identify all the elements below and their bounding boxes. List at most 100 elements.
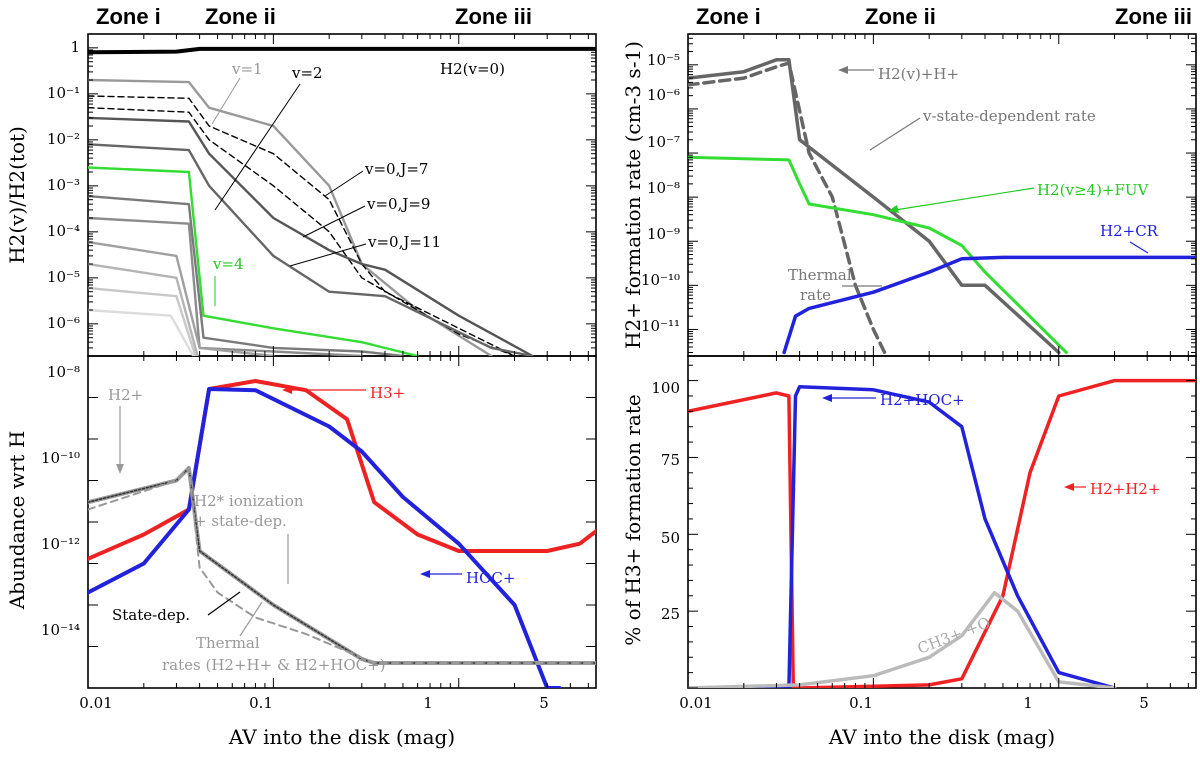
arrowhead-h3p	[282, 386, 292, 394]
l-xtick-1: 0.1	[249, 694, 273, 712]
arrowhead-h2p	[116, 464, 124, 474]
rb-ytick-3: 25	[661, 605, 680, 623]
arrowhead-fuv	[888, 205, 899, 213]
lt-ytick-0: 1	[70, 38, 80, 56]
pointer-fuv	[894, 187, 1035, 211]
panel-3-series	[688, 378, 1196, 688]
r-xtick-1: 0.1	[849, 694, 873, 712]
arrowhead-hoc	[822, 394, 832, 402]
series-h2-h2-	[688, 378, 1196, 688]
right-zone-iii-label: Zone iii	[1115, 4, 1192, 29]
series-v-2	[88, 116, 534, 356]
tick-layer	[87, 33, 1196, 689]
series-v-10	[88, 308, 195, 356]
r-xtick-0: 0.01	[679, 694, 712, 712]
label-thermal-rate-2: rate	[800, 286, 831, 304]
lt-ytick-4: 10⁻⁴	[47, 222, 80, 240]
series-thermal-rate	[688, 61, 887, 355]
lt-ytick-2: 10⁻²	[47, 130, 80, 148]
lb-ytick-3: 10⁻¹⁴	[41, 621, 80, 639]
series-layer	[88, 46, 1196, 688]
label-thermal-rate-1: Thermal	[788, 266, 852, 284]
label-v4: v=4	[212, 255, 244, 273]
lt-ytick-5: 10⁻⁵	[47, 268, 80, 286]
label-h2v-hp: H2(v)+H+	[878, 65, 959, 83]
pointer-cr	[1129, 241, 1149, 254]
panel-0-series	[88, 46, 596, 356]
arrowhead-h2v-hp	[838, 66, 848, 74]
label-ch3: CH3+ +O	[915, 614, 993, 658]
r-xtick-3: 5	[1139, 694, 1149, 712]
label-statedep: State-dep.	[112, 606, 190, 624]
series-v-9	[88, 286, 197, 356]
pointer-statedep	[207, 591, 241, 616]
label-ion-2: + state-dep.	[194, 512, 287, 530]
l-xtick-2: 1	[423, 694, 433, 712]
rt-ytick-4: 10⁻⁹	[647, 225, 680, 243]
series-h2-hoc-	[688, 384, 1117, 688]
rt-ytick-1: 10⁻⁶	[647, 86, 680, 104]
lt-ytick-6: 10⁻⁶	[47, 314, 80, 332]
label-j9: v=0,J=9	[366, 195, 430, 213]
rt-ytick-0: 10⁻⁵	[647, 51, 680, 69]
label-j11: v=0,J=11	[367, 233, 441, 251]
rb-ytick-1: 75	[661, 451, 680, 469]
series-h2-state-dep-	[88, 467, 596, 664]
pointer-j9	[302, 205, 366, 238]
series-h2-v-h-	[688, 58, 1061, 355]
l-xtick-0: 0.01	[79, 694, 112, 712]
lb-ytick-1: 10⁻¹⁰	[41, 449, 80, 467]
right-bottom-frame	[687, 355, 1197, 689]
arrowhead-hocp	[420, 570, 430, 578]
label-hoc: H2+HOC+	[880, 391, 965, 409]
label-fuv: H2(v≥4)+FUV	[1037, 181, 1150, 199]
left-zone-i-label: Zone i	[96, 4, 161, 29]
series-v-0	[88, 46, 596, 55]
label-v1: v=1	[231, 60, 263, 78]
right-xlabel: AV into the disk (mag)	[828, 725, 1055, 749]
series-hoc-	[88, 387, 563, 688]
series-h3-	[88, 379, 596, 561]
left-bottom-ylabel: Abundance wrt H	[5, 431, 29, 611]
pointer-j11	[289, 243, 367, 267]
left-top-ylabel: H2(v)/H2(tot)	[5, 126, 29, 264]
arrowhead-h2h2p	[1064, 483, 1074, 491]
label-h3p: H3+	[370, 384, 405, 402]
series-thermal-rates	[88, 467, 596, 664]
right-top-ylabel: H2+ formation rate (cm-3 s-1)	[621, 41, 645, 349]
series-h2-	[88, 466, 596, 665]
rt-ytick-5: 10⁻¹⁰	[641, 271, 680, 289]
series-v-0-j-7	[88, 95, 516, 356]
right-zone-i-label: Zone i	[696, 4, 761, 29]
label-thermal-1: Thermal	[196, 634, 260, 652]
right-bottom-ylabel: % of H3+ formation rate	[621, 394, 645, 645]
pointer-v2	[214, 83, 301, 211]
rb-ytick-2: 50	[661, 529, 680, 547]
pointer-thermal	[239, 601, 263, 637]
rt-ytick-6: 10⁻¹¹	[641, 317, 680, 335]
series-v-1	[88, 78, 493, 356]
label-vstate: v-state-dependent rate	[922, 107, 1096, 125]
label-h2p: H2+	[108, 386, 143, 404]
series-v-0-j-9	[88, 106, 516, 356]
series-v-4	[88, 166, 419, 356]
label-thermal-2: rates (H2+H+ & H2+HOC+)	[162, 656, 386, 674]
left-xlabel: AV into the disk (mag)	[228, 725, 455, 749]
series-v-5	[88, 194, 405, 356]
label-v2: v=2	[291, 64, 323, 82]
left-zone-ii-label: Zone ii	[205, 4, 276, 29]
lb-ytick-0: 10⁻⁸	[47, 363, 80, 381]
rb-ytick-0: 100	[651, 379, 680, 397]
right-zone-ii-label: Zone ii	[865, 4, 936, 29]
label-h2h2p: H2+H2+	[1090, 480, 1160, 498]
label-ion-1: H2* ionization	[194, 492, 304, 510]
r-xtick-2: 1	[1023, 694, 1033, 712]
series-v-7	[88, 240, 275, 356]
pointer-v1	[211, 77, 241, 125]
lt-ytick-3: 10⁻³	[47, 176, 80, 194]
left-zone-iii-label: Zone iii	[455, 4, 532, 29]
label-h2-v0: H2(v=0)	[440, 60, 505, 78]
series-h2-v-4-fuv	[688, 155, 1068, 354]
label-cr: H2+CR	[1100, 222, 1159, 240]
